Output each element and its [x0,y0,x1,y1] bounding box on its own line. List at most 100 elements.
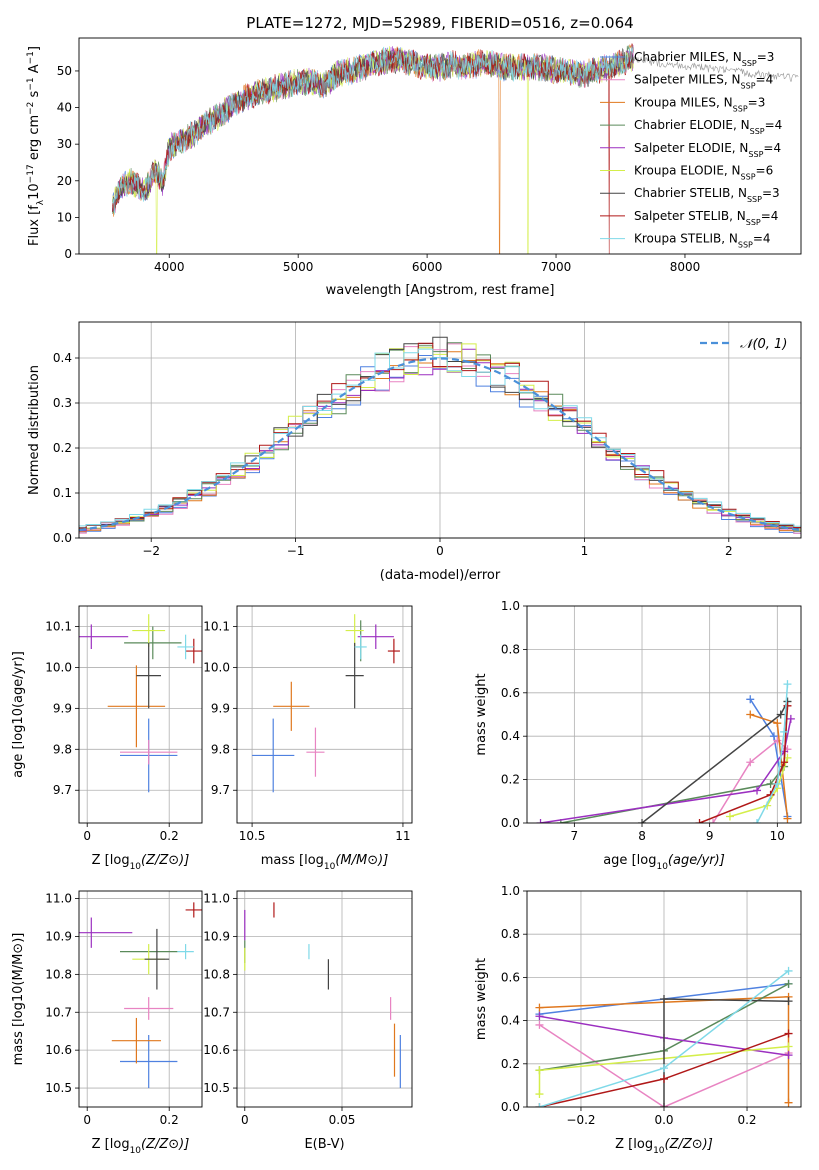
weight-line-1 [539,1024,789,1107]
spectrum-data-tail [633,56,799,82]
y-tick-label: 9.9 [53,701,72,715]
weight-marker [753,786,762,795]
weight-marker [783,680,792,689]
errorbar-point-7 [185,638,202,664]
weight-marker [773,719,782,728]
weight-marker [746,695,755,704]
y-tick-label: 10.1 [203,619,230,633]
y-tick-label: 9.7 [211,783,230,797]
y-tick-label: 20 [57,174,72,188]
weight-marker [660,1103,668,1107]
y-tick-label: 0.4 [53,351,72,365]
y-tick-label: 10.0 [45,660,72,674]
spectrum-legend: Chabrier MILES, NSSP=3 Salpeter MILES, NS… [600,50,782,249]
weight-marker [769,732,778,741]
errorbar-point-4 [79,624,129,649]
weight-marker [784,1029,793,1038]
y-tick-label: 0.8 [501,927,520,941]
y-axis-label: mass weight [474,958,489,1040]
axes-spectrum: 4000 5000 6000 7000 8000 0 10 20 30 40 50 wavelengt… [26,37,802,298]
plot-area-age_vs_mass [252,614,400,793]
weight-marker [535,1066,544,1075]
errorbar-point-6 [144,928,170,990]
weight-marker [766,779,775,788]
x-tick-label: 2 [725,544,733,558]
legend-label: Salpeter MILES, NSSP=4 [634,73,773,91]
weight-marker [780,758,789,767]
axes-age_vs_Z: 0 0.2 9.7 9.8 9.9 10.0 10.1 Z [log10(Z/Z⊙)] age … [11,605,203,872]
weight-marker [784,966,793,975]
legend-label: Kroupa MILES, NSSP=3 [634,95,765,113]
y-tick-label: 10 [57,210,72,224]
y-tick-label: 0.2 [53,441,72,455]
weight-line-8 [756,684,789,823]
weight-marker [784,1042,793,1051]
x-tick-label: 8 [638,829,646,843]
weight-marker [746,710,755,719]
y-tick-label: 40 [57,101,72,115]
axes-mass_weight_vs_Z: −0.2 0.0 0.2 0.0 0.2 0.4 0.6 0.8 1.0 Z [log10(Z/Z… [474,884,802,1156]
axes-frame [236,890,413,1108]
y-tick-label: 50 [57,64,72,78]
axes-frame [78,605,203,824]
axes-frame [526,605,802,824]
y-tick-label: 0.4 [501,729,520,743]
y-tick-label: 9.9 [211,701,230,715]
y-axis-label: mass weight [474,673,489,755]
y-tick-label: 0.0 [501,1100,520,1114]
legend-label: Kroupa STELIB, NSSP=4 [634,232,771,250]
x-tick-label: 0 [241,1113,249,1127]
x-tick-label: 7 [571,829,579,843]
weight-marker [773,736,782,745]
axes-frame [236,605,413,824]
errorbar-point-7 [185,902,202,918]
x-tick-label: 0 [83,1113,91,1127]
x-tick-label: 0 [436,544,444,558]
weight-marker [695,819,704,823]
legend-label: Chabrier MILES, NSSP=3 [634,50,774,68]
x-tick-label: 0.2 [160,829,179,843]
y-tick-label: 10.6 [45,1043,72,1057]
y-tick-label: 0.6 [501,970,520,984]
legend-label: Chabrier STELIB, NSSP=3 [634,186,780,204]
axes-frame [78,890,203,1108]
axes-frame [78,37,802,255]
x-tick-label: 11 [395,829,410,843]
weight-marker [746,758,755,767]
plot-area-mass_vs_Z [79,902,202,1089]
x-tick-label: 9 [706,829,714,843]
x-tick-label: 10.5 [239,829,266,843]
errorbar-point-2 [111,1017,161,1064]
weight-marker [535,1003,544,1012]
errorbar-point-8 [354,634,367,660]
weight-marker [784,1051,793,1060]
y-tick-label: 10.8 [203,967,230,981]
errorbar-point-5 [132,614,166,647]
histogram-series-3 [79,342,801,532]
y-tick-label: 10.8 [45,967,72,981]
x-axis-label: wavelength [Angstrom, rest frame] [326,283,555,298]
x-axis-label: Z [log10(Z/Z⊙)] [615,1137,713,1156]
errorbar-point-1 [120,739,178,765]
weight-marker [709,819,718,823]
weight-line-5 [729,757,789,818]
axes-mass_vs_EBV: 0 0.05 10.5 10.6 10.7 10.8 10.9 11.0 E(B-V) [203,890,413,1152]
x-tick-label: 0.2 [737,1113,756,1127]
weight-marker [638,819,647,823]
y-tick-label: 10.0 [203,660,230,674]
weight-marker [535,1020,544,1029]
x-tick-label: 0.2 [160,1113,179,1127]
x-tick-label: 10 [770,829,785,843]
weight-marker [786,714,795,723]
weight-marker [535,1103,544,1107]
axes-mass_weight_vs_age: 7 8 9 10 0.0 0.2 0.4 0.6 0.8 1.0 age [log10(age/yr… [474,599,802,872]
errorbar-point-6 [345,642,364,709]
y-tick-label: 0.0 [53,531,72,545]
y-tick-label: 10.7 [203,1005,230,1019]
spectrum-line-8 [112,46,634,215]
legend-label: Salpeter ELODIE, NSSP=4 [634,141,781,159]
weight-marker [783,814,792,823]
weight-marker [660,995,668,1003]
y-tick-label: 9.7 [53,783,72,797]
legend-label: Kroupa ELODIE, NSSP=6 [634,164,773,182]
